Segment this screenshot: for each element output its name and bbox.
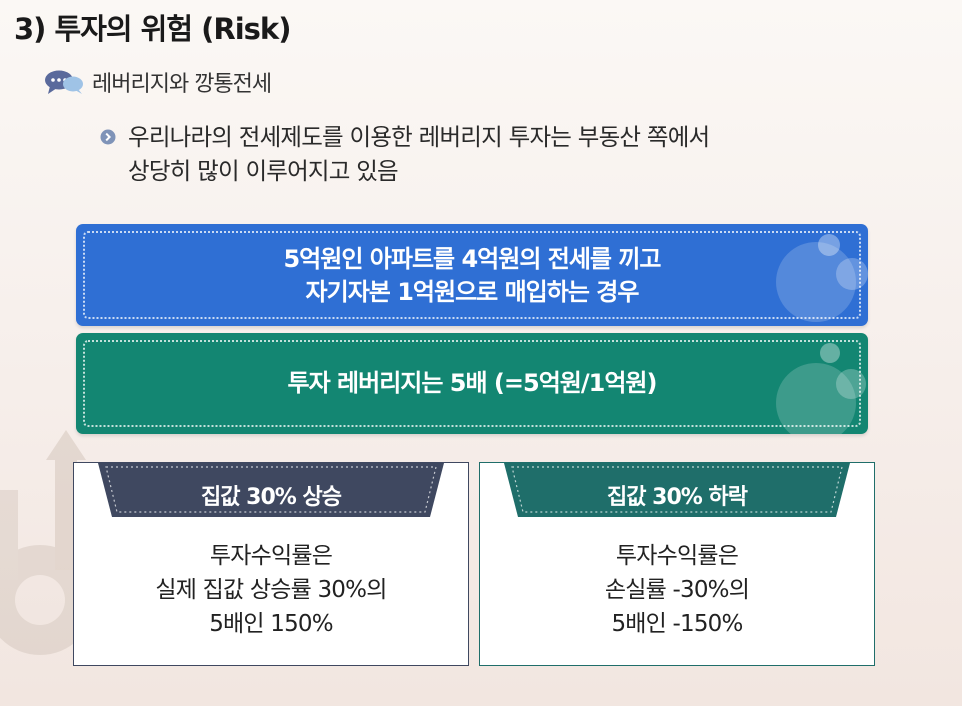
subtitle-row: 레버리지와 깡통전세 [44,66,272,98]
page-title: 3) 투자의 위험 (Risk) [14,12,291,46]
decorative-bubble [776,363,856,434]
dotted-border [83,231,861,319]
leverage-text: 투자 레버리지는 5배 (=5억원/1억원) [76,366,868,400]
scenario-text: 5억원인 아파트를 4억원의 전세를 끼고 자기자본 1억원으로 매입하는 경우 [76,243,868,309]
speech-bubbles-icon [45,70,83,94]
scenario-panel: 5억원인 아파트를 4억원의 전세를 끼고 자기자본 1억원으로 매입하는 경우 [76,224,868,326]
price-fall-card: 집값 30% 하락 투자수익률은 손실률 -30%의 5배인 -150% [479,462,875,666]
decorative-bubble [820,343,840,363]
card-line: 투자수익률은 [209,543,333,569]
bullet-line: 상당히 많이 이루어지고 있음 [128,157,399,185]
bullet-line: 우리나라의 전세제도를 이용한 레버리지 투자는 부동산 쪽에서 [128,123,710,151]
card-header-tab [98,463,444,517]
price-rise-card: 집값 30% 상승 투자수익률은 실제 집값 상승률 30%의 5배인 150% [73,462,469,666]
subtitle-label: 레버리지와 깡통전세 [92,72,272,97]
card-line: 5배인 150% [209,611,333,637]
bullet-item: 우리나라의 전세제도를 이용한 레버리지 투자는 부동산 쪽에서 상당히 많이 … [100,120,860,188]
chevron-circle-icon [100,129,116,145]
card-body: 투자수익률은 실제 집값 상승률 30%의 5배인 150% [74,539,468,641]
card-line: 투자수익률은 [615,543,739,569]
card-line: 5배인 -150% [611,611,743,637]
decorative-bubble [836,258,868,290]
decorative-bubble [836,369,866,399]
card-body: 투자수익률은 손실률 -30%의 5배인 -150% [480,539,874,641]
decorative-background-graphic [0,430,95,655]
dotted-border [83,340,861,427]
decorative-bubble [776,242,856,322]
leverage-line: 투자 레버리지는 5배 (=5억원/1억원) [287,369,658,397]
card-line: 손실률 -30%의 [604,577,750,603]
scenario-line: 자기자본 1억원으로 매입하는 경우 [305,278,640,306]
decorative-bubble [818,234,840,256]
card-line: 실제 집값 상승률 30%의 [155,577,387,603]
card-header-label: 집값 30% 상승 [201,485,342,510]
card-header-label: 집값 30% 하락 [607,485,748,510]
scenario-line: 5억원인 아파트를 4억원의 전세를 끼고 [283,245,661,273]
card-header-tab [504,463,850,517]
leverage-panel: 투자 레버리지는 5배 (=5억원/1억원) [76,333,868,434]
bullet-text: 우리나라의 전세제도를 이용한 레버리지 투자는 부동산 쪽에서 상당히 많이 … [128,120,710,188]
